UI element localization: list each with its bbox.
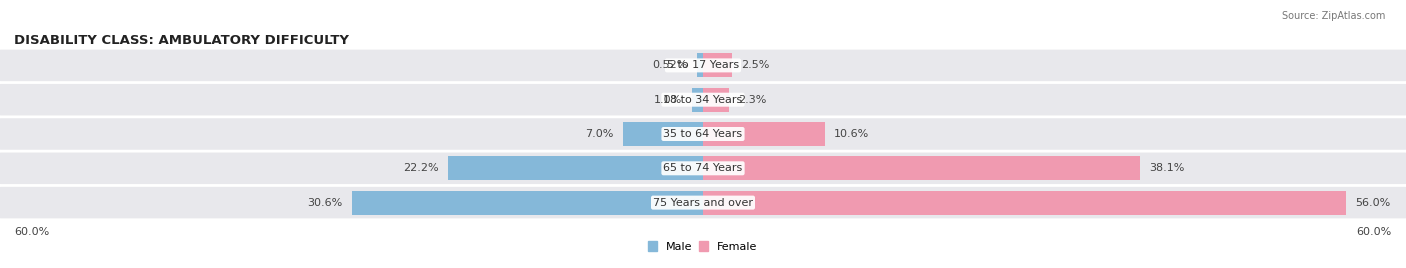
Text: 5 to 17 Years: 5 to 17 Years xyxy=(666,60,740,70)
Text: 60.0%: 60.0% xyxy=(1357,227,1392,237)
FancyBboxPatch shape xyxy=(0,118,1406,150)
Bar xyxy=(692,88,703,112)
Text: 38.1%: 38.1% xyxy=(1150,163,1185,173)
Text: 2.5%: 2.5% xyxy=(741,60,769,70)
Text: 7.0%: 7.0% xyxy=(585,129,613,139)
Bar xyxy=(697,53,703,77)
Text: 65 to 74 Years: 65 to 74 Years xyxy=(664,163,742,173)
Text: 35 to 64 Years: 35 to 64 Years xyxy=(664,129,742,139)
FancyBboxPatch shape xyxy=(0,50,1406,81)
Bar xyxy=(703,88,730,112)
Text: Source: ZipAtlas.com: Source: ZipAtlas.com xyxy=(1281,11,1385,21)
Text: 75 Years and over: 75 Years and over xyxy=(652,198,754,208)
Bar xyxy=(623,122,703,146)
Bar xyxy=(703,191,1346,215)
Bar xyxy=(352,191,703,215)
Text: 10.6%: 10.6% xyxy=(834,129,869,139)
Text: 30.6%: 30.6% xyxy=(307,198,343,208)
Text: 2.3%: 2.3% xyxy=(738,95,766,105)
FancyBboxPatch shape xyxy=(0,84,1406,116)
Text: 60.0%: 60.0% xyxy=(14,227,49,237)
Text: DISABILITY CLASS: AMBULATORY DIFFICULTY: DISABILITY CLASS: AMBULATORY DIFFICULTY xyxy=(14,34,349,47)
Text: 1.0%: 1.0% xyxy=(654,95,682,105)
Bar xyxy=(703,156,1140,180)
Text: 0.52%: 0.52% xyxy=(652,60,688,70)
Text: 18 to 34 Years: 18 to 34 Years xyxy=(664,95,742,105)
Bar xyxy=(449,156,703,180)
Bar xyxy=(703,122,825,146)
Legend: Male, Female: Male, Female xyxy=(648,241,758,252)
Bar xyxy=(703,53,731,77)
Text: 22.2%: 22.2% xyxy=(404,163,439,173)
FancyBboxPatch shape xyxy=(0,187,1406,218)
Text: 56.0%: 56.0% xyxy=(1355,198,1391,208)
FancyBboxPatch shape xyxy=(0,152,1406,184)
